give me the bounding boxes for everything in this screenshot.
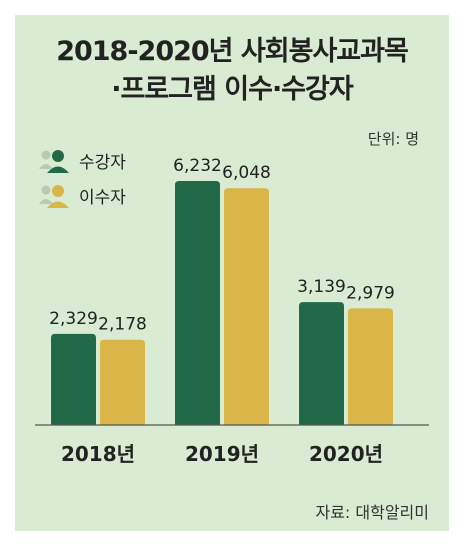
chart-title-line1: 2018-2020년 사회봉사교과목 xyxy=(56,36,409,67)
chart-panel: 2018-2020년 사회봉사교과목 ·프로그램 이수·수강자 단위: 명 수강… xyxy=(15,15,449,531)
bar-chart: 2,329 2,178 2018년 6,232 6,048 2019년 3,139 2,979… xyxy=(35,156,429,466)
legend-item-completed: 이수자 xyxy=(37,182,126,208)
x-tick-label-2: 2020년 xyxy=(309,442,383,466)
bar-enrolled-2 xyxy=(299,302,344,425)
x-tick-label-1: 2019년 xyxy=(185,442,259,466)
bar-completed-0 xyxy=(100,339,145,425)
bar-enrolled-1 xyxy=(175,181,220,425)
chart-title-line2: ·프로그램 이수·수강자 xyxy=(111,74,353,105)
people-icon xyxy=(39,185,69,208)
x-tick-label-0: 2018년 xyxy=(61,442,135,466)
value-label-completed-2: 2,979 xyxy=(346,283,395,303)
value-label-completed-1: 6,048 xyxy=(222,163,271,183)
bar-enrolled-0 xyxy=(51,333,96,425)
legend-item-enrolled: 수강자 xyxy=(37,147,126,173)
bar-completed-2 xyxy=(348,308,393,425)
value-label-enrolled-1: 6,232 xyxy=(173,156,222,176)
value-label-completed-0: 2,178 xyxy=(98,315,147,335)
value-label-enrolled-0: 2,329 xyxy=(49,309,98,329)
unit-label: 단위: 명 xyxy=(367,130,419,148)
legend-label-completed: 이수자 xyxy=(79,187,126,208)
value-label-enrolled-2: 3,139 xyxy=(297,277,346,297)
people-icon xyxy=(39,150,69,173)
bar-completed-1 xyxy=(224,188,269,425)
legend-label-enrolled: 수강자 xyxy=(79,152,126,173)
source-label: 자료: 대학알리미 xyxy=(315,503,429,522)
